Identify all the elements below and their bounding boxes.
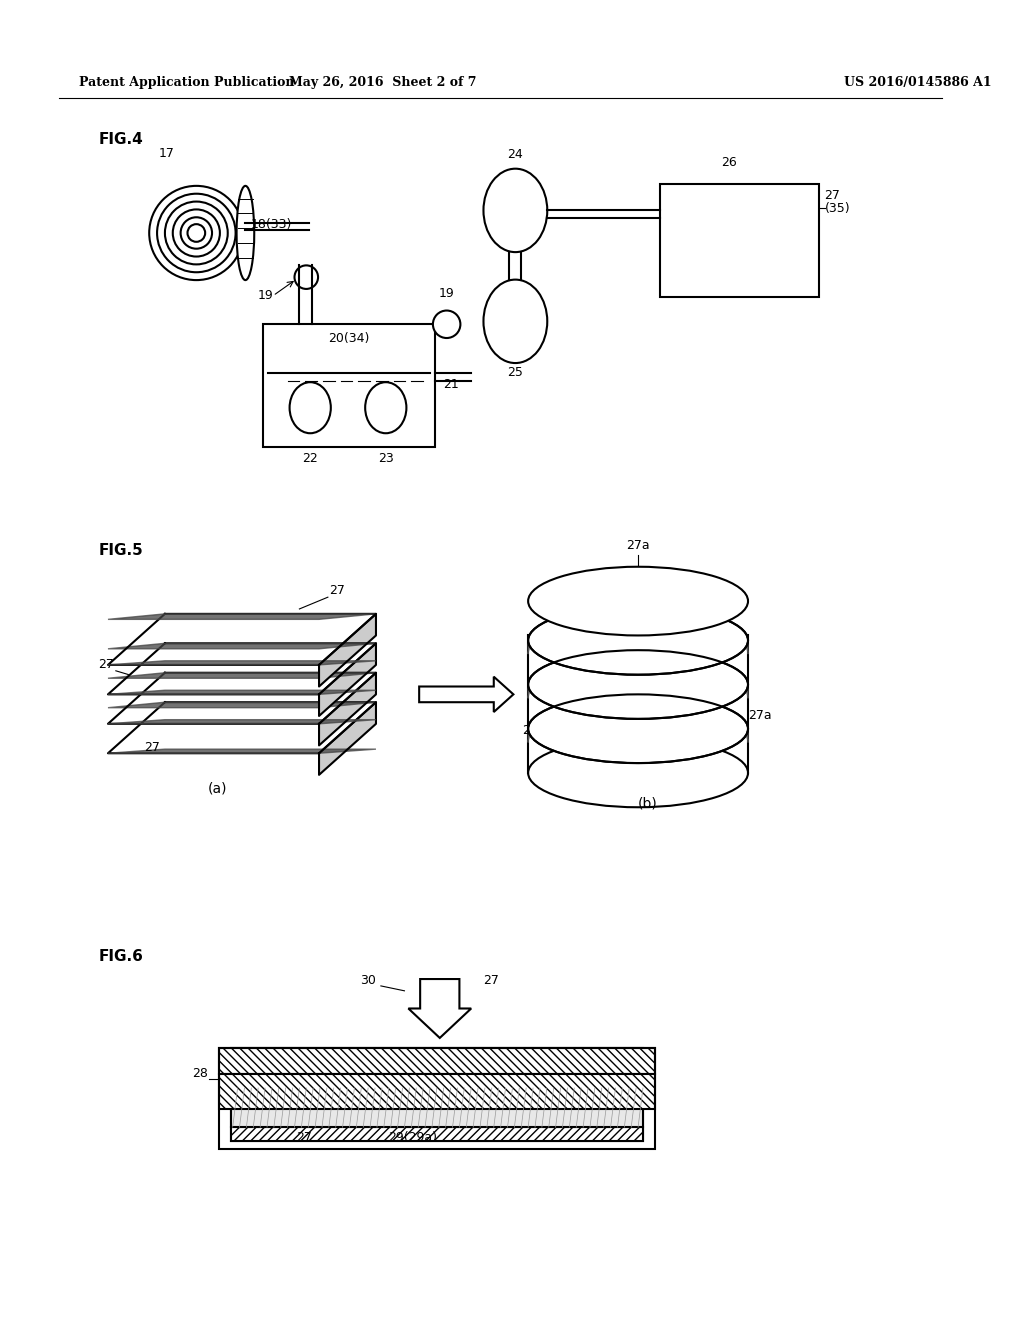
Polygon shape bbox=[108, 719, 376, 723]
Text: 27: 27 bbox=[329, 631, 345, 643]
Text: (35): (35) bbox=[824, 202, 850, 215]
Ellipse shape bbox=[483, 169, 547, 252]
Text: 27: 27 bbox=[98, 657, 114, 671]
Polygon shape bbox=[409, 979, 471, 1038]
Text: 30: 30 bbox=[360, 974, 376, 987]
Polygon shape bbox=[108, 661, 376, 665]
Polygon shape bbox=[108, 690, 376, 694]
Polygon shape bbox=[108, 614, 376, 665]
Ellipse shape bbox=[366, 383, 407, 433]
Ellipse shape bbox=[483, 280, 547, 363]
Text: FIG.5: FIG.5 bbox=[98, 543, 143, 557]
Bar bbox=[230, 1048, 643, 1140]
Text: US 2016/0145886 A1: US 2016/0145886 A1 bbox=[844, 77, 992, 90]
Polygon shape bbox=[528, 694, 748, 742]
Bar bbox=[659, 183, 819, 297]
Text: (b): (b) bbox=[638, 796, 657, 810]
Polygon shape bbox=[108, 702, 376, 708]
Text: FIG.4: FIG.4 bbox=[98, 132, 143, 148]
Polygon shape bbox=[108, 750, 376, 754]
Text: May 26, 2016  Sheet 2 of 7: May 26, 2016 Sheet 2 of 7 bbox=[289, 77, 476, 90]
Polygon shape bbox=[319, 702, 376, 775]
Ellipse shape bbox=[237, 186, 254, 280]
Bar bbox=[230, 1074, 643, 1088]
Bar bbox=[219, 1074, 654, 1109]
Text: 28: 28 bbox=[193, 1067, 208, 1080]
Ellipse shape bbox=[528, 694, 748, 763]
Ellipse shape bbox=[528, 738, 748, 808]
Polygon shape bbox=[108, 673, 376, 723]
Polygon shape bbox=[419, 677, 513, 711]
Text: 26: 26 bbox=[722, 156, 737, 169]
Bar bbox=[230, 1127, 643, 1140]
Text: 27a: 27a bbox=[748, 709, 772, 722]
Text: 27: 27 bbox=[296, 1131, 312, 1144]
Ellipse shape bbox=[528, 606, 748, 675]
Circle shape bbox=[187, 224, 205, 242]
Text: 18(33): 18(33) bbox=[250, 218, 292, 231]
Polygon shape bbox=[319, 673, 376, 746]
Text: 25: 25 bbox=[508, 367, 523, 379]
Text: FIG.6: FIG.6 bbox=[98, 949, 143, 964]
Text: 22: 22 bbox=[302, 451, 318, 465]
Polygon shape bbox=[108, 614, 376, 619]
Bar bbox=[230, 1088, 643, 1127]
Polygon shape bbox=[528, 651, 748, 698]
Text: 27: 27 bbox=[824, 189, 841, 202]
Polygon shape bbox=[528, 606, 748, 655]
Text: 27a: 27a bbox=[599, 669, 623, 682]
Polygon shape bbox=[319, 614, 376, 686]
Polygon shape bbox=[108, 643, 376, 649]
Text: 29(29a): 29(29a) bbox=[388, 1131, 437, 1144]
Bar bbox=[219, 1048, 654, 1074]
Text: 27: 27 bbox=[483, 974, 499, 987]
Polygon shape bbox=[108, 673, 376, 678]
Text: 17: 17 bbox=[159, 148, 175, 161]
Text: 20(34): 20(34) bbox=[328, 331, 370, 345]
Text: 19: 19 bbox=[438, 286, 455, 300]
Ellipse shape bbox=[290, 383, 331, 433]
Text: 27a: 27a bbox=[627, 539, 650, 552]
Text: 27: 27 bbox=[144, 742, 160, 754]
Bar bbox=[219, 1048, 654, 1148]
Bar bbox=[263, 325, 435, 447]
Polygon shape bbox=[319, 643, 376, 715]
Circle shape bbox=[295, 265, 318, 289]
Ellipse shape bbox=[528, 651, 748, 719]
Polygon shape bbox=[108, 643, 376, 694]
Polygon shape bbox=[108, 702, 376, 754]
Text: 27a: 27a bbox=[522, 723, 546, 737]
Text: 19: 19 bbox=[257, 289, 273, 302]
Text: Patent Application Publication: Patent Application Publication bbox=[79, 77, 294, 90]
Text: 23: 23 bbox=[378, 451, 393, 465]
Text: (a): (a) bbox=[208, 781, 227, 796]
Text: 27: 27 bbox=[329, 585, 345, 597]
Circle shape bbox=[433, 310, 461, 338]
Text: 21: 21 bbox=[442, 378, 459, 391]
Text: 27a: 27a bbox=[677, 635, 701, 648]
Ellipse shape bbox=[528, 566, 748, 635]
Text: 24: 24 bbox=[508, 148, 523, 161]
